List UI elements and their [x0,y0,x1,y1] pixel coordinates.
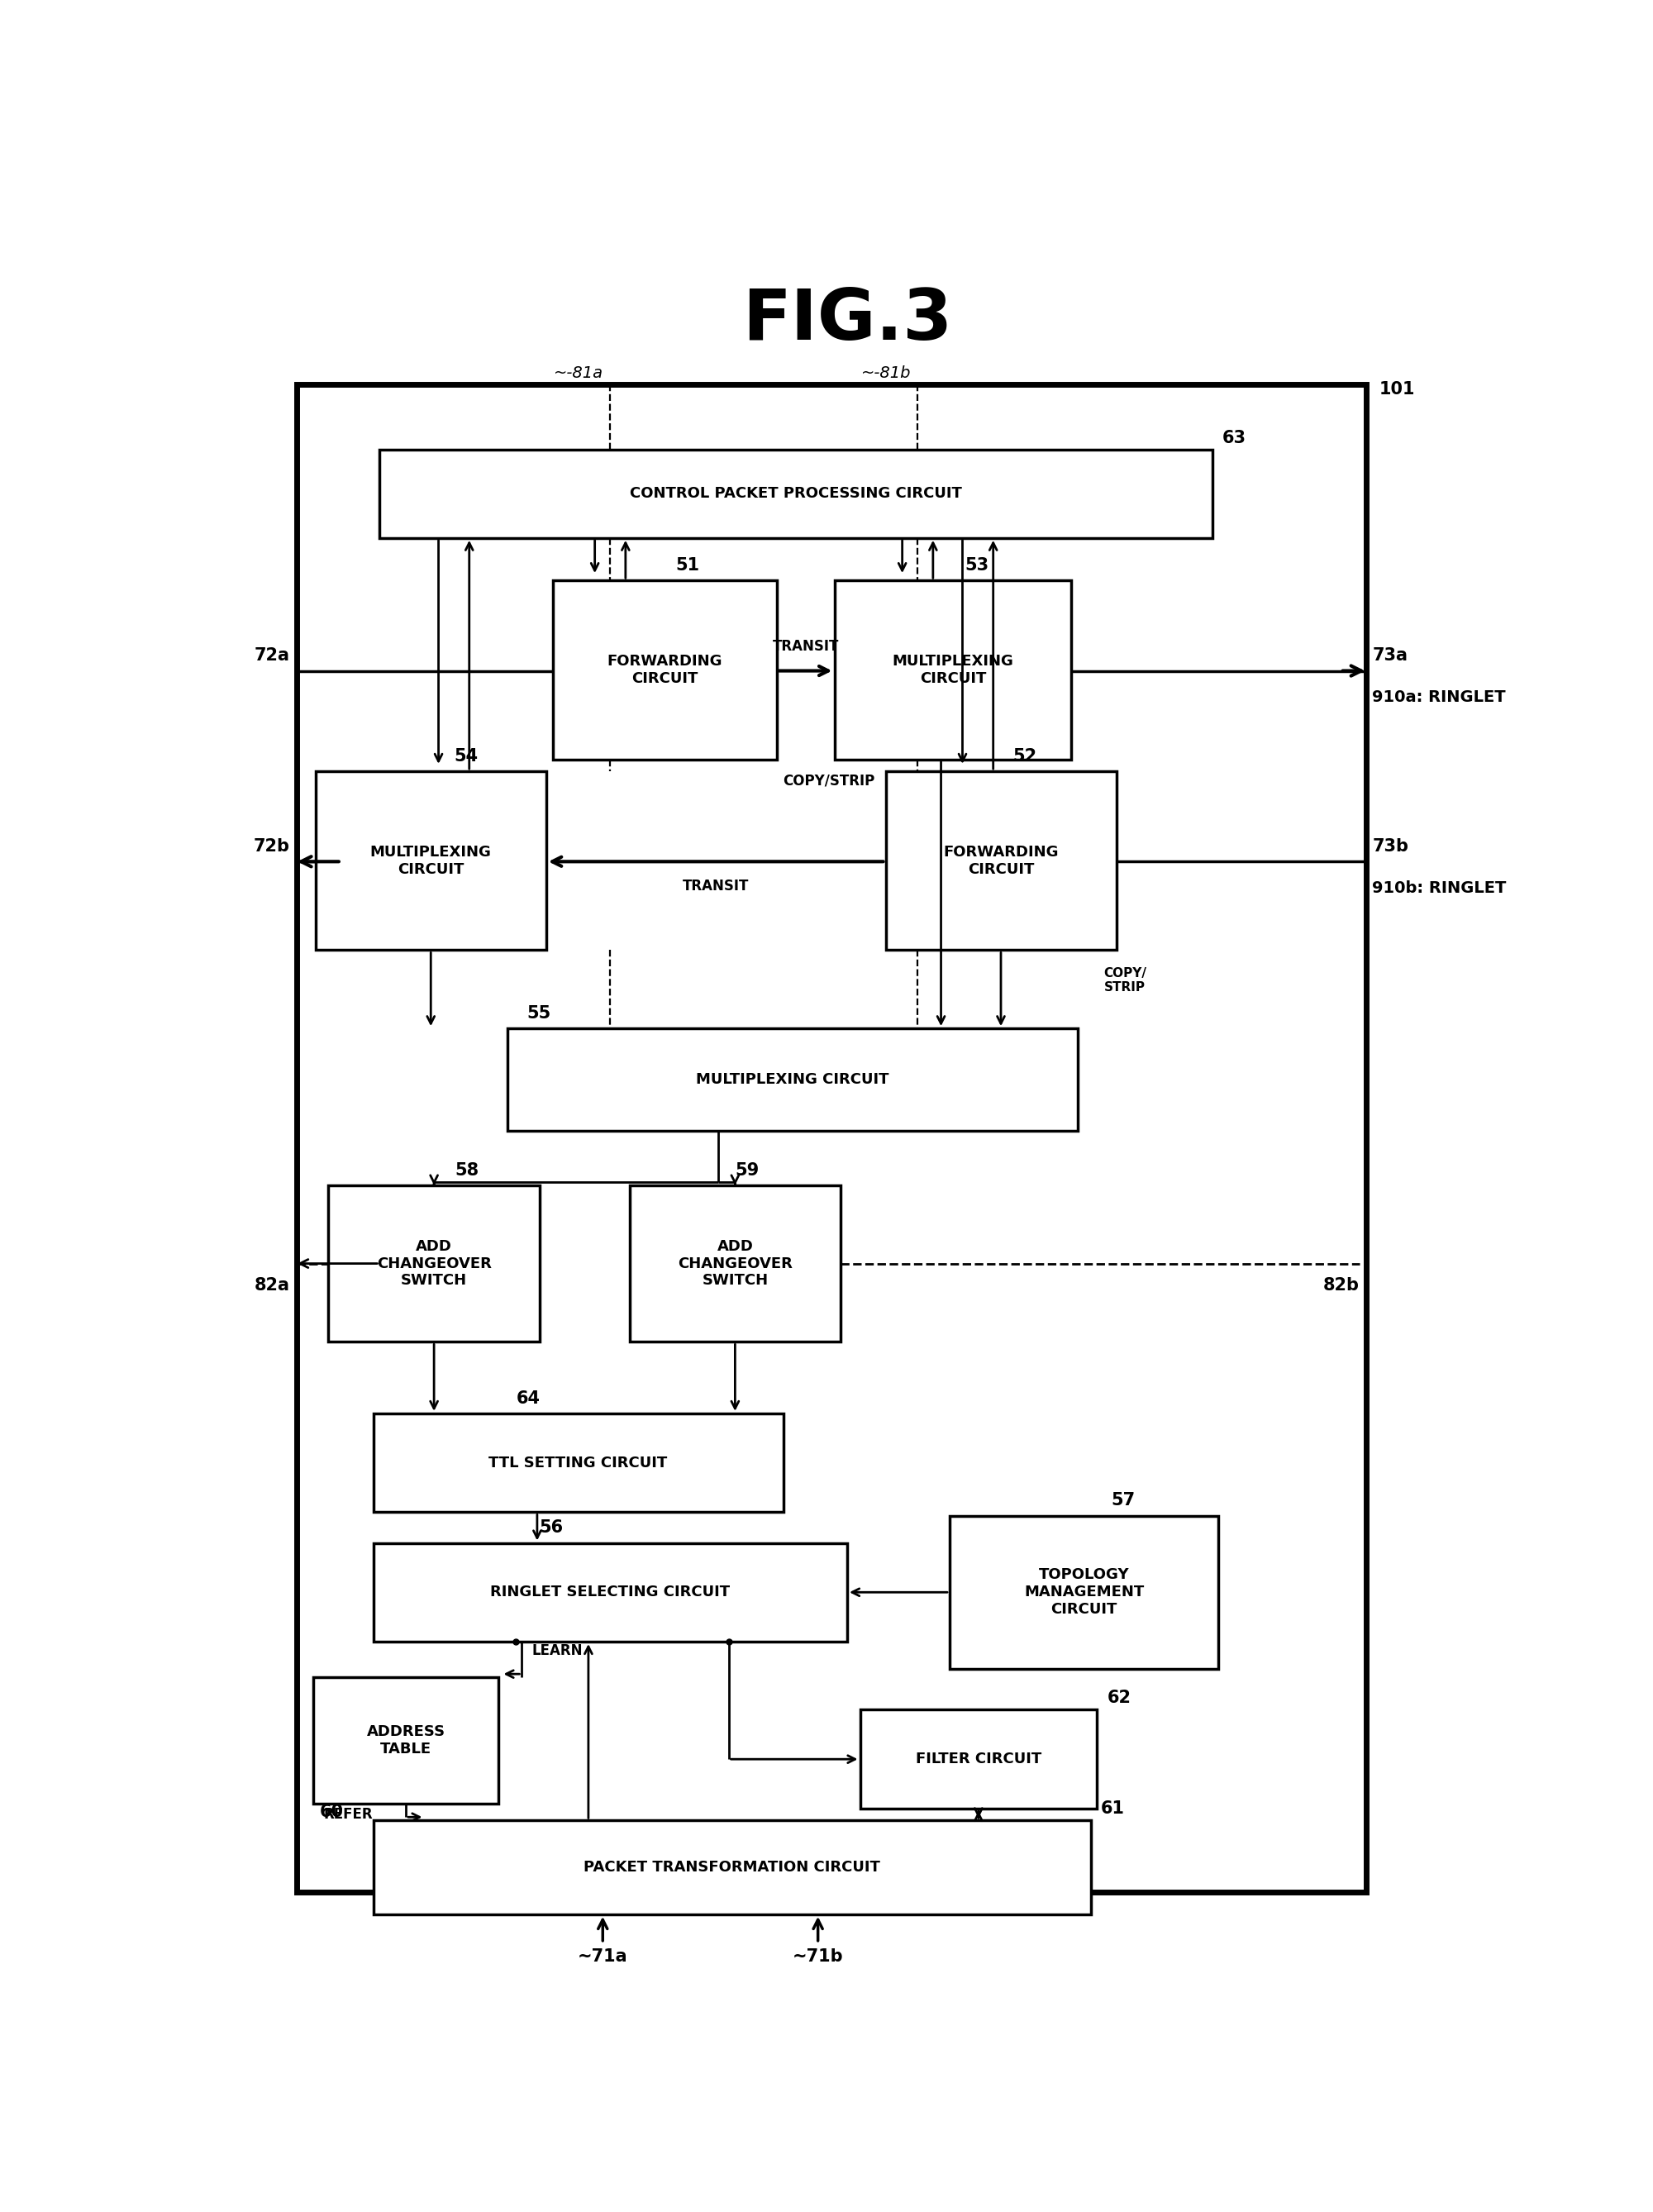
FancyBboxPatch shape [552,580,777,759]
FancyBboxPatch shape [329,1186,539,1343]
FancyBboxPatch shape [835,580,1071,759]
FancyBboxPatch shape [886,772,1116,951]
Text: 101: 101 [1379,380,1415,398]
Text: ~-81b: ~-81b [861,365,911,380]
Text: REFER: REFER [324,1807,372,1823]
Text: MULTIPLEXING CIRCUIT: MULTIPLEXING CIRCUIT [696,1073,889,1086]
Text: 910b: RINGLET: 910b: RINGLET [1372,880,1506,896]
Text: 51: 51 [676,557,699,573]
Text: ADD
CHANGEOVER
SWITCH: ADD CHANGEOVER SWITCH [678,1239,792,1287]
Text: FORWARDING
CIRCUIT: FORWARDING CIRCUIT [944,845,1058,876]
Text: PACKET TRANSFORMATION CIRCUIT: PACKET TRANSFORMATION CIRCUIT [584,1860,879,1876]
FancyBboxPatch shape [380,449,1212,538]
Text: ADDRESS
TABLE: ADDRESS TABLE [367,1725,445,1756]
Text: LEARN: LEARN [532,1644,584,1659]
Text: ~71b: ~71b [792,1949,843,1964]
Text: 62: 62 [1108,1690,1131,1705]
Text: COPY/STRIP: COPY/STRIP [784,772,874,787]
FancyBboxPatch shape [949,1515,1218,1668]
Text: TTL SETTING CIRCUIT: TTL SETTING CIRCUIT [489,1455,668,1471]
Text: COPY/
STRIP: COPY/ STRIP [1104,967,1147,993]
Text: FILTER CIRCUIT: FILTER CIRCUIT [916,1752,1041,1767]
Text: TRANSIT: TRANSIT [772,639,838,655]
Text: 54: 54 [455,748,478,765]
FancyBboxPatch shape [374,1544,846,1641]
FancyBboxPatch shape [507,1029,1078,1130]
Text: ~-81a: ~-81a [554,365,603,380]
Text: 72b: 72b [253,838,289,854]
Text: 73b: 73b [1372,838,1408,854]
Text: 82a: 82a [255,1276,289,1294]
Text: MULTIPLEXING
CIRCUIT: MULTIPLEXING CIRCUIT [370,845,491,876]
Text: ADD
CHANGEOVER
SWITCH: ADD CHANGEOVER SWITCH [377,1239,491,1287]
FancyBboxPatch shape [316,772,545,951]
Text: 59: 59 [736,1161,759,1179]
FancyBboxPatch shape [374,1820,1091,1913]
Text: 64: 64 [517,1389,541,1407]
Text: CONTROL PACKET PROCESSING CIRCUIT: CONTROL PACKET PROCESSING CIRCUIT [630,487,962,502]
Text: 60: 60 [319,1805,344,1820]
Text: 58: 58 [455,1161,479,1179]
Text: 57: 57 [1111,1493,1136,1509]
Text: RINGLET SELECTING CIRCUIT: RINGLET SELECTING CIRCUIT [491,1584,731,1599]
Text: 56: 56 [539,1520,564,1535]
Text: FIG.3: FIG.3 [742,285,952,354]
Text: 72a: 72a [255,648,289,664]
Text: 53: 53 [965,557,988,573]
Text: TRANSIT: TRANSIT [683,878,749,894]
Text: ~71a: ~71a [577,1949,628,1964]
Text: 63: 63 [1223,429,1246,447]
FancyBboxPatch shape [630,1186,841,1343]
FancyBboxPatch shape [374,1413,784,1513]
Text: TOPOLOGY
MANAGEMENT
CIRCUIT: TOPOLOGY MANAGEMENT CIRCUIT [1025,1568,1144,1617]
Text: 73a: 73a [1372,648,1408,664]
FancyBboxPatch shape [860,1710,1098,1809]
Text: MULTIPLEXING
CIRCUIT: MULTIPLEXING CIRCUIT [893,655,1013,686]
Text: 55: 55 [527,1004,550,1022]
FancyBboxPatch shape [312,1677,499,1803]
Text: 910a: RINGLET: 910a: RINGLET [1372,690,1506,706]
Text: FORWARDING
CIRCUIT: FORWARDING CIRCUIT [607,655,722,686]
Text: 52: 52 [1012,748,1036,765]
Text: 82b: 82b [1322,1276,1359,1294]
Text: 61: 61 [1101,1801,1124,1816]
FancyBboxPatch shape [296,385,1365,1891]
